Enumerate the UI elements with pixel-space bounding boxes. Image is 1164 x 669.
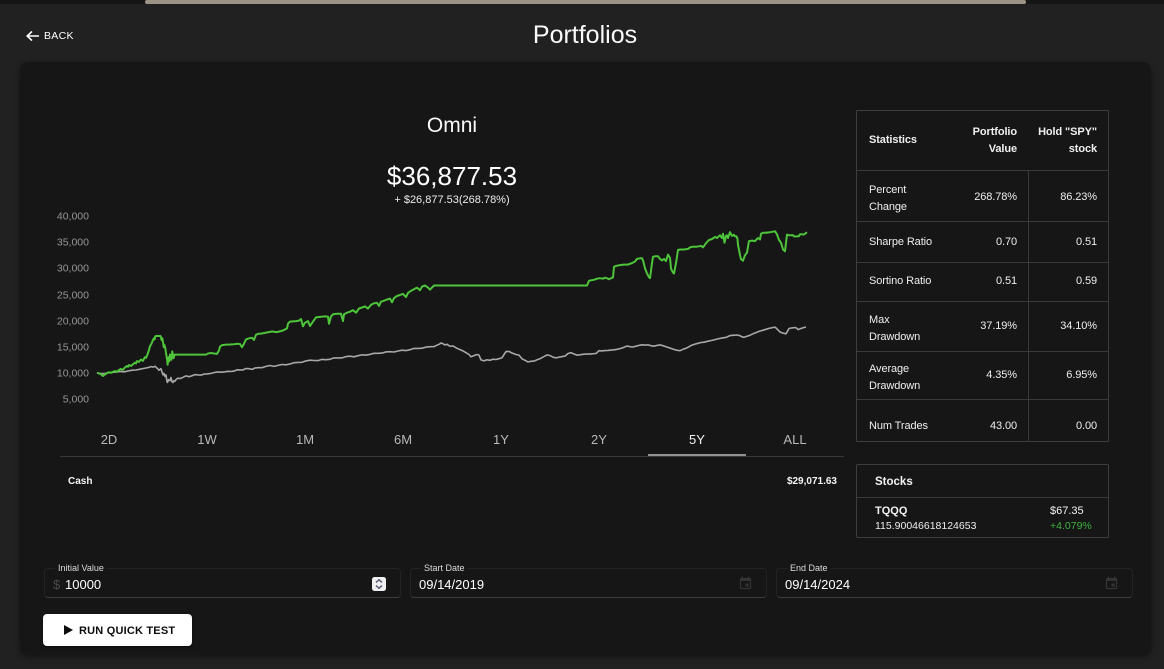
- svg-text:25,000: 25,000: [57, 290, 89, 302]
- svg-text:30,000: 30,000: [57, 263, 89, 275]
- svg-text:5,000: 5,000: [63, 394, 89, 406]
- svg-text:40,000: 40,000: [57, 211, 89, 223]
- svg-text:10,000: 10,000: [57, 368, 89, 380]
- svg-text:35,000: 35,000: [57, 237, 89, 249]
- svg-text:20,000: 20,000: [57, 316, 89, 328]
- svg-text:15,000: 15,000: [57, 342, 89, 354]
